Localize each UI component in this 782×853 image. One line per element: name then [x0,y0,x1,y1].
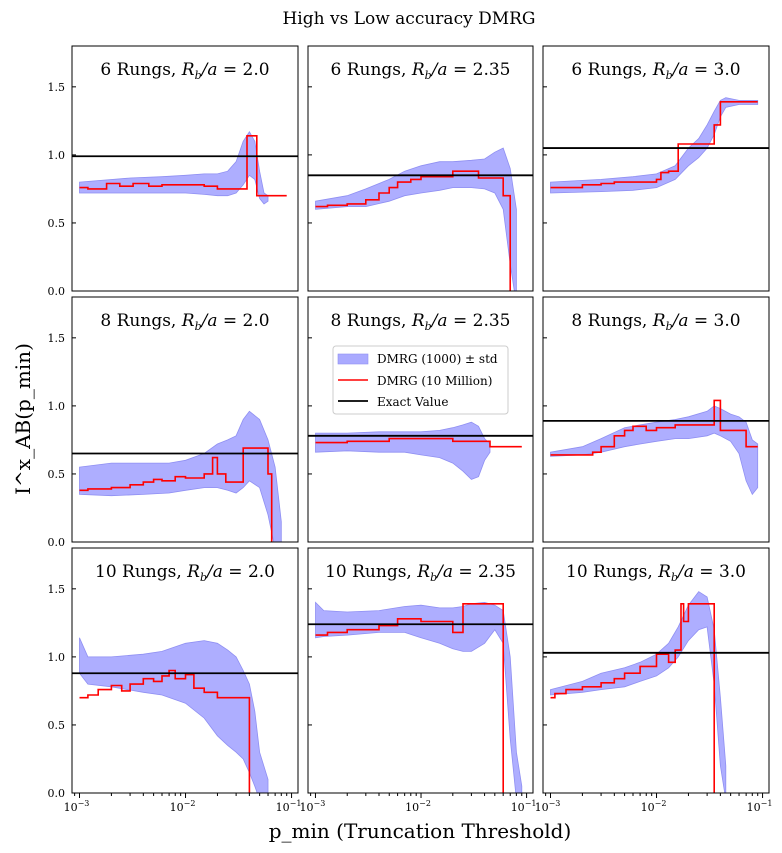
panel-plot-area [72,637,298,793]
panel-title: 8 Rungs, Rb/a = 2.35 [331,311,511,333]
panel-plot-area [308,147,533,291]
legend-label: DMRG (1000) ± std [377,352,498,366]
panel-title: 6 Rungs, Rb/a = 2.35 [331,60,511,82]
panel-plot-area [308,601,533,793]
x-tick-label: 10−1 [747,799,773,814]
figure-title: High vs Low accuracy DMRG [282,9,535,29]
panel-3: 6 Rungs, Rb/a = 3.0 [542,45,770,292]
legend: DMRG (1000) ± std DMRG (10 Million) Exact … [332,345,509,415]
panel-plot-area [72,131,298,205]
panel-7: 10 Rungs, Rb/a = 2.0 0.0 0.5 1.0 1.5 10−3 10−2… [48,547,302,814]
std-band [79,410,282,542]
dmrg-10m-line [550,602,716,793]
panel-plot-area [72,410,298,542]
panel-8: 10 Rungs, Rb/a = 2.35 10−3 10−2 10−1 [300,547,537,814]
y-tick-label: 1.5 [48,583,66,596]
y-tick-label: 0.5 [48,468,66,481]
y-tick-label: 1.0 [48,400,66,413]
panel-plot-area [543,399,769,496]
std-band [79,637,269,793]
x-tick-label: 10−3 [64,799,90,814]
panel-title: 10 Rungs, Rb/a = 3.0 [566,562,746,584]
std-band [315,147,517,291]
x-tick-label: 10−1 [511,799,537,814]
panel-frame [307,547,534,794]
y-tick-label: 0.0 [48,787,66,800]
x-tick-label: 10−1 [276,799,302,814]
panel-5: 8 Rungs, Rb/a = 2.35 [307,296,534,543]
panel-frame [542,45,770,292]
y-axis-label: I^x_AB(p_min) [11,343,35,495]
x-tick-label: 10−3 [535,799,561,814]
dmrg-10m-line [79,447,273,542]
panel-frame [71,45,299,292]
dmrg-10m-line [315,170,512,291]
y-tick-label: 1.0 [48,651,66,664]
dmrg-10m-line [550,101,758,189]
dmrg-10m-line [550,399,758,456]
panel-frame [542,296,770,543]
std-band [315,421,491,480]
y-tick-label: 1.0 [48,149,66,162]
panel-2: 6 Rungs, Rb/a = 2.35 [307,45,534,292]
panel-9: 10 Rungs, Rb/a = 3.0 10−3 10−2 10−1 [535,547,773,814]
panel-title: 8 Rungs, Rb/a = 3.0 [571,311,740,333]
std-band [550,97,759,194]
y-tick-label: 0.5 [48,217,66,230]
x-tick-label: 10−2 [405,799,431,814]
panel-frame [71,547,299,794]
x-axis-label: p_min (Truncation Threshold) [269,819,572,843]
x-tick-label: 10−3 [300,799,326,814]
panel-6: 8 Rungs, Rb/a = 3.0 [542,296,770,543]
std-band [315,601,523,793]
panel-frame [71,296,299,543]
panel-4: 8 Rungs, Rb/a = 2.0 0.0 0.5 1.0 1.5 [48,296,299,549]
panel-frame [307,296,534,543]
std-band [550,591,727,793]
legend-label: DMRG (10 Million) [377,374,492,388]
y-tick-label: 0.0 [48,285,66,298]
x-tick-label: 10−2 [641,799,667,814]
y-tick-label: 0.5 [48,719,66,732]
panel-title: 10 Rungs, Rb/a = 2.0 [95,562,275,584]
y-tick-label: 1.5 [48,332,66,345]
panel-plot-area [308,421,533,480]
dmrg-10m-line [315,437,522,448]
dmrg-10m-line [315,602,505,793]
panel-plot-area [543,591,769,793]
dmrg-10m-line [79,669,251,793]
std-band [79,131,269,205]
panel-plot-area [543,97,769,194]
y-tick-label: 0.0 [48,536,66,549]
legend-label: Exact Value [377,395,448,409]
panel-title: 6 Rungs, Rb/a = 3.0 [571,60,740,82]
panel-1: 6 Rungs, Rb/a = 2.0 0.0 0.5 1.0 1.5 [48,45,299,298]
panel-title: 8 Rungs, Rb/a = 2.0 [100,311,269,333]
panel-frame [307,45,534,292]
x-tick-label: 10−2 [170,799,196,814]
panel-frame [542,547,770,794]
legend-frame [332,345,509,415]
legend-swatch-band [337,353,369,365]
panel-title: 10 Rungs, Rb/a = 2.35 [325,562,516,584]
y-tick-label: 1.5 [48,81,66,94]
std-band [550,405,759,496]
dmrg-10m-line [79,135,287,197]
panel-title: 6 Rungs, Rb/a = 2.0 [100,60,269,82]
